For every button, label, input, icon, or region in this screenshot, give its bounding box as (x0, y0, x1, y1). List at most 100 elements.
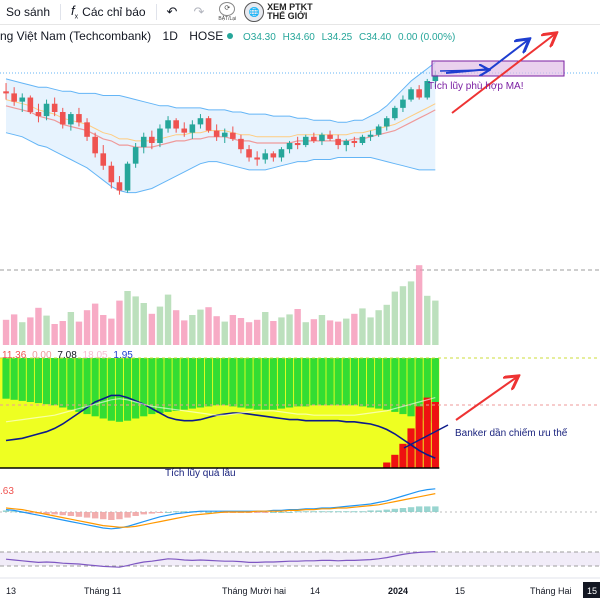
candle-body (100, 153, 107, 166)
oscillator-green-bar (326, 358, 334, 406)
candle-body (205, 118, 212, 131)
oscillator-green-bar (123, 358, 132, 421)
oscillator-green-bar (59, 358, 67, 408)
candle-body (254, 157, 260, 160)
volume-bar (124, 291, 131, 345)
open-value: O34.30 (243, 32, 276, 43)
toggle-badge[interactable]: ⟳ BẬT/Lại (214, 2, 240, 22)
macd-value: .63 (0, 486, 14, 497)
oscillator-red-bar (407, 428, 415, 468)
candle-body (51, 103, 58, 112)
macd-histogram-bar (391, 508, 399, 512)
oscillator-red-bar (423, 397, 431, 468)
volume-bar (213, 316, 220, 345)
macd-histogram-bar (415, 506, 423, 512)
toolbar-divider (60, 4, 62, 20)
macd-histogram-bar (383, 509, 390, 512)
macd-histogram-bar (172, 511, 180, 513)
macd-histogram-bar (351, 511, 358, 513)
osc-value-3: 7.08 (57, 350, 77, 361)
candle-body (335, 138, 341, 146)
oscillator-green-bar (285, 358, 294, 408)
candle-body (189, 124, 196, 133)
volume-bar (164, 294, 172, 345)
indicators-label: Các chỉ báo (82, 5, 146, 19)
volume-bar (189, 315, 196, 345)
volume-bar (432, 300, 439, 345)
market-status-dot (227, 33, 233, 39)
macd-histogram-bar (318, 511, 326, 513)
candle-body (359, 136, 366, 143)
oscillator-green-bar (204, 358, 213, 407)
candle-body (400, 99, 406, 108)
macd-line (5, 488, 436, 530)
macd-histogram-bar (367, 510, 374, 512)
candle-body (59, 112, 66, 125)
volume-bar (116, 300, 123, 345)
candle-body (392, 107, 398, 119)
macd-histogram-bar (91, 512, 99, 519)
volume-bar (221, 321, 228, 345)
oscillator-green-bar (140, 358, 148, 417)
candle-body (375, 126, 382, 135)
macd-histogram-bar (51, 512, 58, 515)
candle-body (140, 136, 147, 148)
volume-bar (205, 307, 212, 345)
macd-histogram-bar (399, 508, 407, 512)
red-arrow-price (451, 34, 555, 114)
oscillator-green-bar (310, 358, 318, 406)
svg-text:O34.30 H34.60 L34.25: O34.30 H34.60 L34.25 C34.40 0.00 (0.00%) (243, 32, 455, 43)
candle-body (343, 140, 350, 146)
candle-body (319, 134, 325, 141)
macd-histogram-bar (326, 511, 334, 513)
macd-histogram-bar (67, 512, 75, 516)
macd-histogram-bar (205, 512, 212, 513)
candle-body (230, 132, 236, 139)
view-world-analysis-button[interactable]: 🌐 XEM PTKT THẾ GIỚI (240, 2, 317, 22)
volume-bar (148, 313, 156, 345)
volume-bar (229, 315, 237, 345)
oscillator-green-bar (245, 358, 253, 409)
volume-bar (318, 315, 326, 345)
volume-bar (83, 310, 91, 345)
rsi-line (5, 551, 436, 568)
candle-body (92, 136, 98, 154)
candle-body (3, 91, 9, 94)
oscillator-green-bar (67, 358, 75, 410)
volume-bar (286, 314, 293, 345)
x-tick-label: 15 (455, 586, 465, 596)
redo-button[interactable]: ↷ (187, 0, 214, 24)
oscillator-green-bar (350, 358, 358, 406)
volume-bar (35, 307, 42, 345)
compare-button[interactable]: So sánh (0, 0, 56, 24)
signal-line (5, 493, 436, 528)
oscillator-green-bar (83, 358, 91, 415)
candle-body (43, 103, 50, 117)
candle-body (351, 140, 358, 143)
oscillator-green-bar (375, 358, 383, 409)
x-cursor-label-bg (583, 582, 600, 598)
crossover-line (403, 424, 449, 449)
undo-button[interactable]: ↶ (161, 0, 188, 24)
oscillator-green-bar (342, 358, 350, 406)
candle-body (11, 93, 17, 102)
ptkt-line2: THẾ GIỚI (267, 11, 308, 21)
volume-bar (424, 295, 431, 345)
candle-body (181, 128, 188, 133)
oscillator-red-bar (399, 443, 407, 468)
candle-body (286, 143, 293, 150)
volume-bar (100, 315, 107, 345)
oscillator-red-bar (415, 406, 423, 468)
volume-bar (132, 296, 139, 345)
function-icon: fx (71, 3, 79, 21)
macd-histogram-bar (294, 511, 301, 513)
oscillator-green-bar (115, 358, 124, 422)
osc-value-2: 0.00 (32, 350, 52, 361)
bb-lower-line (5, 132, 436, 194)
indicators-button[interactable]: fx Các chỉ báo (65, 0, 152, 24)
symbol-name: ng Việt Nam (Techcombank) (0, 29, 151, 43)
macd-histogram-bar (375, 510, 382, 512)
macd-histogram-bar (270, 512, 277, 513)
volume-bar (253, 319, 261, 345)
